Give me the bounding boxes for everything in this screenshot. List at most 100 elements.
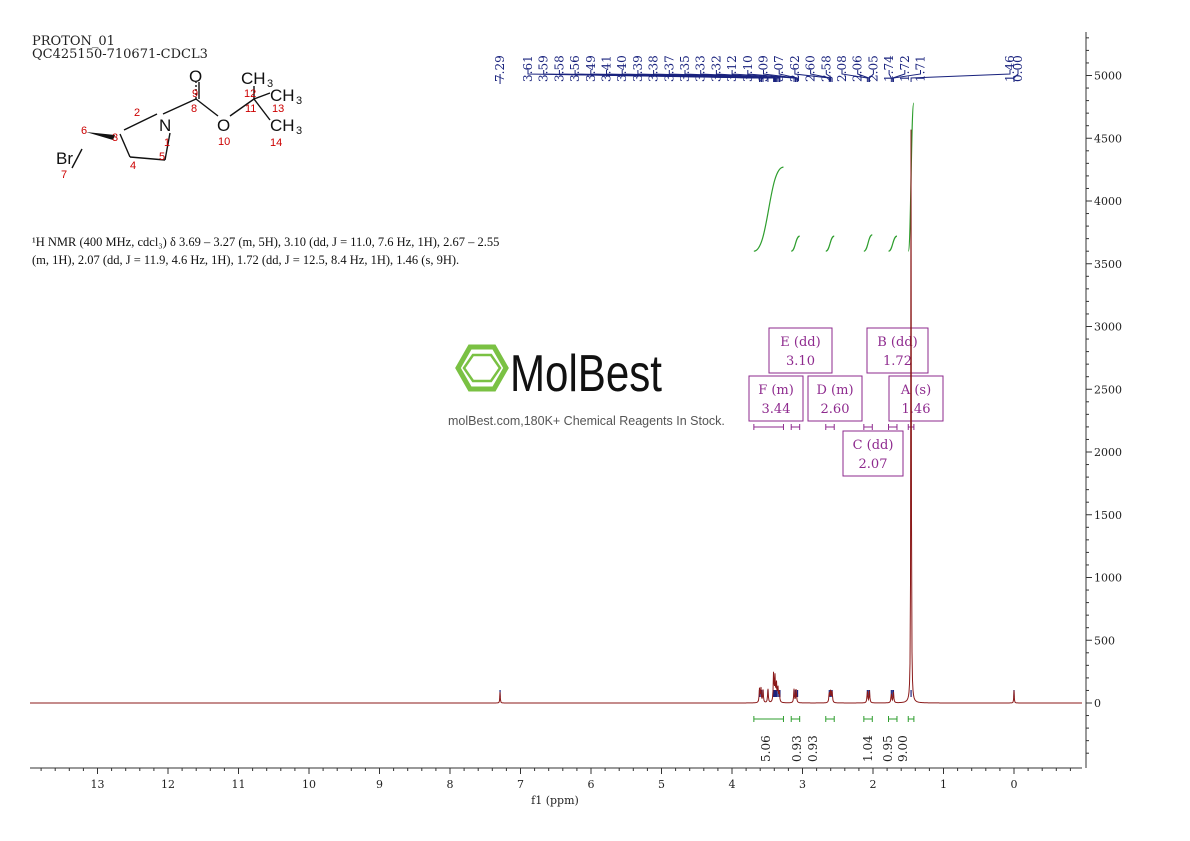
integral-value: 5.06 [759,735,773,762]
multiplet-value: 3.10 [786,354,815,369]
hexagon-logo-icon [455,344,509,392]
peak-label: 1.72 [898,55,912,82]
nmr-description-line2: (m, 1H), 2.07 (dd, J = 11.9, 4.6 Hz, 1H)… [32,253,459,267]
peak-label: 3.10 [741,55,755,82]
integral-bar [863,716,873,722]
molbest-logo: MolBest molBest.com,180K+ Chemical Reage… [448,344,725,428]
multiplet-range [863,424,873,430]
multiplet-value: 1.46 [902,402,931,417]
peak-label: 3.32 [709,55,723,82]
integral-curve [888,235,898,252]
peak-label: 3.39 [631,55,645,82]
y-tick-label: 1500 [1094,509,1122,522]
atom-number-13: 13 [272,103,284,115]
peak-label: 3.61 [521,55,535,82]
peak-label: 3.33 [694,55,708,82]
integral-bar [753,716,784,722]
subscript-c: 3 [296,125,302,137]
atom-bromine: Br [56,149,73,168]
atom-number-8: 8 [191,103,197,115]
multiplet-box [866,327,929,374]
multiplet-value: 2.07 [859,457,888,472]
atom-number-9: 9 [192,88,198,100]
atom-oxygen-ester: O [217,116,230,135]
brand-name: MolBest [510,345,662,403]
multiplet-box [748,375,804,422]
x-tick-label: 7 [517,778,524,791]
atom-numbers: 1 2 3 4 5 6 7 8 9 10 11 12 13 14 [61,88,284,181]
peak-connector [763,70,797,82]
peak-connector [1013,70,1019,82]
subscript-b: 3 [296,95,302,107]
multiplet-box [888,375,944,422]
atom-number-12: 12 [244,88,256,100]
atom-number-10: 10 [218,136,230,148]
peak-label: 3.37 [662,55,676,82]
peak-label: 3.49 [584,55,598,82]
x-tick-label: 6 [588,778,595,791]
multiplet-range [753,424,784,430]
y-tick-label: 3000 [1094,321,1122,334]
peak-connector [715,70,781,82]
integral-curve [863,234,873,252]
peak-label: 0.00 [1011,55,1025,82]
x-tick-label: 10 [302,778,316,791]
x-tick-label: 11 [232,778,246,791]
brand-tagline: molBest.com,180K+ Chemical Reagents In S… [448,414,725,428]
y-tick-label: 1000 [1094,572,1122,585]
x-tick-label: 4 [729,778,736,791]
peak-label: 7.29 [493,55,507,82]
integral-value: 0.93 [806,735,820,762]
molecule-atoms: O N O Br CH CH CH [56,67,295,168]
atom-number-1: 1 [164,137,170,149]
x-tick-label: 8 [447,778,454,791]
atom-number-2: 2 [134,107,140,119]
multiplet-range [825,424,835,430]
atom-number-5: 5 [159,151,165,163]
peak-label: 1.71 [914,55,928,82]
x-tick-label: 13 [91,778,105,791]
integral-bar [790,716,801,722]
peak-connector [910,70,1011,82]
peak-label: 2.62 [788,55,802,82]
multiplet-value: 1.72 [883,354,912,369]
integral-curve [790,235,800,252]
atom-methyl-a: CH [241,69,266,88]
peak-connector [892,70,921,82]
atom-oxygen-carbonyl: O [189,67,202,86]
peak-label: 2.06 [851,55,865,82]
sample-id: QC425150-710671-CDCL3 [32,47,208,62]
multiplet-box [807,375,863,422]
peak-label: 3.58 [552,55,566,82]
atom-number-11: 11 [245,103,256,115]
atom-number-3: 3 [112,132,118,144]
peak-connector [810,70,832,82]
peak-connector [857,70,870,82]
peak-label: 2.05 [866,55,880,82]
integral-curve [825,235,835,252]
atom-methyl-b: CH [270,86,295,105]
multiplet-box [842,430,904,477]
peak-label: 3.41 [600,55,614,82]
atom-number-7: 7 [61,169,67,181]
peak-connector [888,70,892,82]
x-tick-label: 0 [1011,778,1018,791]
x-tick-label: 5 [658,778,665,791]
peak-label: 3.07 [772,55,786,82]
integral-value: 0.93 [790,735,804,762]
atom-nitrogen: N [159,116,171,135]
peak-connector [825,70,833,82]
spectrum-line [30,129,1082,704]
multiplet-label: A (s) [900,383,931,398]
y-tick-label: 2000 [1094,446,1122,459]
methyl-subscripts: 3 3 3 [267,78,302,137]
integral-curves [753,102,915,252]
peak-label: 2.08 [835,55,849,82]
peak-connector [778,70,799,82]
nmr-description-line1: ¹H NMR (400 MHz, cdcl₃) δ 3.69 – 3.27 (m… [32,235,499,249]
x-tick-label: 1 [940,778,947,791]
multiplet-label: E (dd) [780,335,820,350]
subscript-a: 3 [267,78,273,90]
multiplet-value: 3.44 [762,402,791,417]
